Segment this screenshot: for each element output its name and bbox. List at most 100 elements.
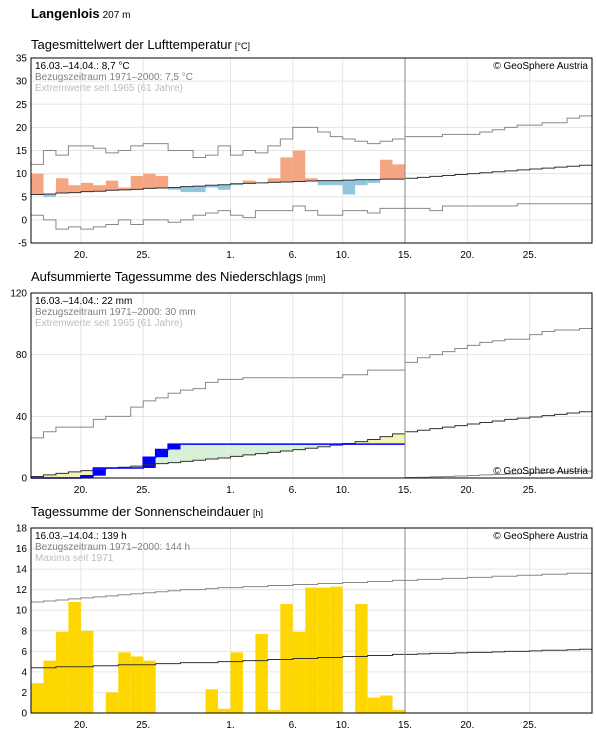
temp-bar bbox=[267, 178, 281, 183]
precip-surplus bbox=[218, 444, 231, 458]
sun-bar bbox=[317, 587, 331, 713]
temp-bar bbox=[130, 175, 144, 190]
precip-surplus bbox=[180, 444, 194, 462]
station-name: Langenlois bbox=[31, 6, 100, 21]
sun-bar bbox=[267, 709, 281, 713]
precip-surplus bbox=[230, 444, 243, 457]
precip-xtick-label: 20. bbox=[460, 485, 474, 496]
sun-bar bbox=[143, 660, 156, 713]
temp-info-line: Bezugszeitraum 1971–2000: 7,5 °C bbox=[35, 72, 193, 83]
sun-bar bbox=[230, 652, 243, 713]
sun-ytick-label: 6 bbox=[21, 647, 27, 658]
temp-xtick-label: 20. bbox=[74, 250, 88, 261]
sun-copyright: © GeoSphere Austria bbox=[493, 531, 588, 542]
station-title: Langenlois 207 m bbox=[31, 6, 130, 21]
sun-bar bbox=[118, 652, 131, 713]
sun-bar bbox=[305, 587, 318, 713]
precip-xtick-label: 25. bbox=[136, 485, 150, 496]
temp-xtick-label: 25. bbox=[523, 250, 537, 261]
sun-ytick-label: 8 bbox=[21, 626, 27, 637]
temp-bar bbox=[305, 178, 318, 182]
sun-xtick-label: 10. bbox=[336, 720, 350, 729]
sun-chart-title: Tagessumme der Sonnenscheindauer [h] bbox=[31, 504, 263, 519]
sun-xtick-label: 20. bbox=[460, 720, 474, 729]
sun-bar bbox=[105, 692, 119, 713]
temp-ytick-label: 25 bbox=[16, 100, 28, 111]
precip-surplus bbox=[205, 444, 218, 460]
temp-ytick-label: 15 bbox=[16, 146, 28, 157]
temp-bar bbox=[230, 183, 243, 186]
temp-ytick-label: 5 bbox=[21, 192, 27, 203]
sun-chart: 0 2 4 6 8 10 12 14 16 18 20. 25. 1. 6. 10. 15. 20. 25. 16.… bbox=[16, 524, 593, 729]
precip-ytick-label: 80 bbox=[16, 350, 28, 361]
sun-xtick-label: 20. bbox=[74, 720, 88, 729]
temp-bar bbox=[330, 180, 343, 186]
sun-frame bbox=[30, 527, 593, 714]
temp-bar bbox=[55, 178, 69, 194]
sun-bar bbox=[355, 604, 368, 713]
precip-xtick-label: 20. bbox=[74, 485, 88, 496]
temp-climate-line bbox=[31, 164, 592, 195]
temp-bar bbox=[218, 184, 231, 190]
sun-xtick-label: 6. bbox=[289, 720, 297, 729]
sun-info-line: Maxima seit 1971 bbox=[35, 553, 114, 564]
precip-surplus bbox=[292, 444, 306, 450]
sun-bar bbox=[130, 656, 144, 713]
temp-copyright: © GeoSphere Austria bbox=[493, 61, 588, 72]
precip-ytick-label: 120 bbox=[10, 289, 27, 300]
precip-climate-line bbox=[31, 411, 592, 477]
temp-xtick-label: 6. bbox=[289, 250, 297, 261]
precip-surplus bbox=[280, 444, 293, 452]
precip-deficit bbox=[380, 436, 393, 445]
temp-bar bbox=[80, 182, 94, 192]
precip-daily-increment bbox=[143, 457, 156, 468]
temp-unit: [°C] bbox=[234, 41, 250, 51]
precip-ytick-label: 40 bbox=[16, 412, 28, 423]
sun-bar bbox=[55, 631, 69, 713]
sun-ytick-label: 0 bbox=[21, 709, 27, 720]
precip-unit: [mm] bbox=[305, 273, 326, 283]
sun-bar bbox=[218, 708, 231, 713]
precip-info-line: 16.03.–14.04.: 22 mm bbox=[35, 296, 132, 307]
temp-bar bbox=[392, 164, 405, 180]
precip-deficit bbox=[55, 473, 69, 478]
precip-surplus bbox=[267, 444, 281, 453]
precip-xtick-label: 1. bbox=[226, 485, 234, 496]
sun-bar bbox=[367, 697, 381, 713]
sun-xtick-label: 1. bbox=[226, 720, 234, 729]
precip-frame bbox=[30, 292, 593, 479]
temp-chart-title: Tagesmittelwert der Lufttemperatur [°C] bbox=[31, 37, 250, 52]
temp-bar bbox=[355, 179, 368, 186]
sun-ytick-label: 10 bbox=[16, 606, 28, 617]
temp-max-line bbox=[31, 115, 592, 165]
sun-ytick-label: 14 bbox=[16, 565, 28, 576]
sun-ytick-label: 12 bbox=[16, 585, 28, 596]
temp-bar bbox=[105, 180, 119, 191]
temp-info-line: Extremwerte seit 1965 (61 Jahre) bbox=[35, 83, 183, 94]
temp-bar bbox=[317, 180, 331, 186]
precip-max-line bbox=[31, 327, 592, 439]
temp-min-line bbox=[31, 203, 592, 230]
sun-title-text: Tagessumme der Sonnenscheindauer bbox=[31, 504, 250, 519]
precip-daily-increment bbox=[93, 467, 106, 476]
sun-info-line: Bezugszeitraum 1971–2000: 144 h bbox=[35, 542, 190, 553]
temp-info-line: 16.03.–14.04.: 8,7 °C bbox=[35, 61, 130, 72]
precip-surplus bbox=[242, 444, 256, 455]
temp-bar bbox=[193, 186, 206, 193]
precip-xtick-label: 25. bbox=[523, 485, 537, 496]
temp-bar bbox=[180, 186, 194, 193]
precip-surplus bbox=[305, 444, 318, 449]
temp-bar bbox=[342, 180, 356, 195]
precip-deficit bbox=[31, 476, 44, 478]
sun-bar bbox=[80, 630, 94, 713]
temp-bar bbox=[367, 179, 381, 183]
temp-ytick-label: -5 bbox=[18, 239, 27, 250]
precip-deficit bbox=[80, 470, 94, 476]
precip-info-line: Bezugszeitraum 1971–2000: 30 mm bbox=[35, 307, 196, 318]
precip-copyright: © GeoSphere Austria bbox=[493, 466, 588, 477]
temp-frame bbox=[30, 57, 593, 244]
precip-deficit bbox=[130, 466, 144, 468]
precip-chart: 0 40 80 120 20. 25. 1. 6. 10. 15. 20. 25. 16.03.–14.… bbox=[10, 289, 593, 496]
temp-bar bbox=[380, 159, 393, 180]
